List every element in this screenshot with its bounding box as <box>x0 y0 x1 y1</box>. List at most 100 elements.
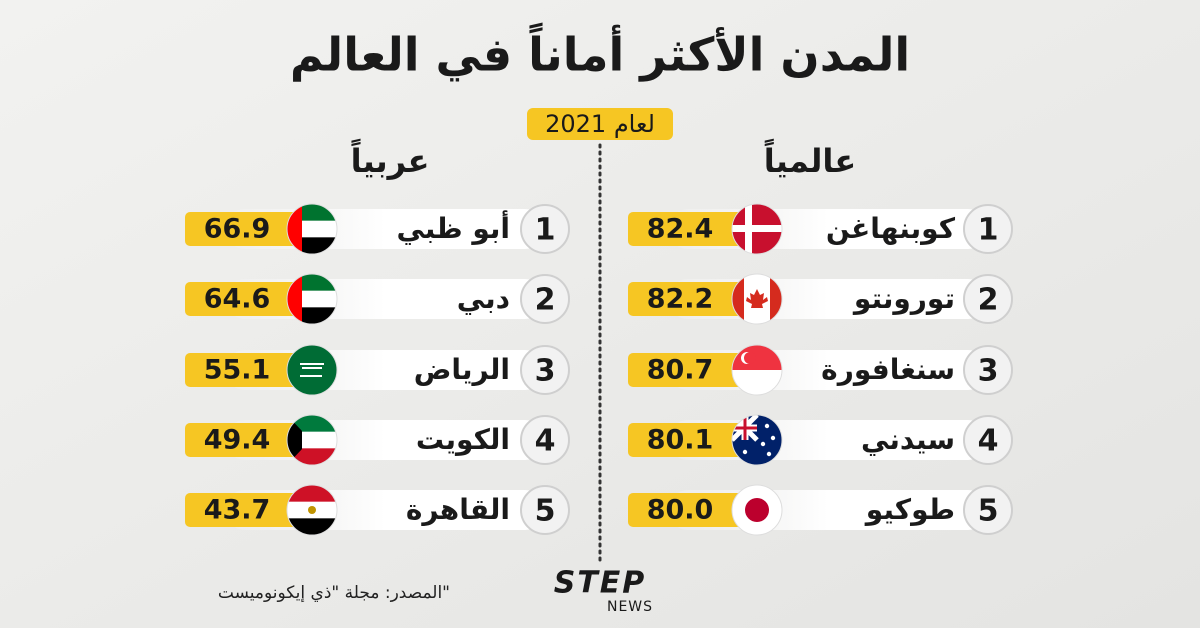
flag-band <box>287 415 337 433</box>
rank-circle <box>963 345 1013 395</box>
score-bar <box>185 493 315 527</box>
rank-circle <box>520 274 570 324</box>
row: 64.6 دبي 2 <box>185 273 570 325</box>
row: 43.7 القاهرة 5 <box>185 484 570 536</box>
rank: 3 <box>978 354 999 389</box>
rank: 5 <box>535 494 556 529</box>
rank: 1 <box>978 213 999 248</box>
score: 80.0 <box>647 495 714 526</box>
flag-band <box>746 289 768 308</box>
score: 64.6 <box>204 284 271 315</box>
flag <box>732 204 782 254</box>
rank: 4 <box>978 424 999 459</box>
score: 43.7 <box>204 495 271 526</box>
row: 55.1 الرياض 3 <box>185 344 570 396</box>
flag-band <box>742 449 748 455</box>
score: 80.7 <box>647 355 714 386</box>
rank-circle <box>963 485 1013 535</box>
flag-ring <box>286 203 338 255</box>
score: 66.9 <box>204 214 271 245</box>
flag-band <box>732 415 757 440</box>
rank-circle <box>520 415 570 465</box>
score-bar <box>185 423 315 457</box>
flag-band <box>764 423 770 429</box>
city: سيدني <box>861 423 955 456</box>
rank: 1 <box>535 213 556 248</box>
flag-ring <box>731 344 783 396</box>
section-heading: عربياً <box>351 138 430 180</box>
flag-band <box>287 518 337 535</box>
flag <box>732 485 782 535</box>
row: 82.2 تورونتو 2 <box>628 273 1013 325</box>
score-bar <box>185 212 315 246</box>
logo: STEP <box>554 566 647 601</box>
row: 80.1 سيدني 4 <box>628 414 1013 466</box>
row: 82.4 كوبنهاغن 1 <box>628 203 1013 255</box>
flag <box>287 345 337 395</box>
flag-band <box>766 451 772 457</box>
row: 80.0 طوكيو 5 <box>628 484 1013 536</box>
score: 80.1 <box>647 425 714 456</box>
score: 49.4 <box>204 425 271 456</box>
rank: 2 <box>535 283 556 318</box>
flag-ring <box>286 344 338 396</box>
source: المصدر: مجلة "ذي إيكونوميست" <box>218 583 450 603</box>
rank-circle <box>963 204 1013 254</box>
flag-band <box>744 352 756 364</box>
flag-band <box>745 498 769 522</box>
flag-ring <box>731 203 783 255</box>
flag-band <box>287 345 337 395</box>
score-bar <box>628 423 758 457</box>
rank: 4 <box>535 424 556 459</box>
score-bar <box>628 353 758 387</box>
row: 66.9 أبو ظبي 1 <box>185 203 570 255</box>
score-bar <box>628 282 758 316</box>
rank-circle <box>520 204 570 254</box>
flag-band <box>287 448 337 465</box>
score-bar <box>628 212 758 246</box>
flag-band <box>770 435 776 441</box>
section-heading: عالمياً <box>764 138 856 180</box>
flag-band <box>287 485 337 503</box>
rank-circle <box>520 485 570 535</box>
row: 80.7 سنغافورة 3 <box>628 344 1013 396</box>
city: أبو ظبي <box>396 210 510 245</box>
year-badge <box>527 108 673 140</box>
title: المدن الأكثر أماناً في العالم <box>290 22 910 81</box>
flag-band <box>308 506 316 514</box>
rank-circle <box>520 345 570 395</box>
score: 82.2 <box>647 284 714 315</box>
logo-sub: NEWS <box>607 599 653 615</box>
city: سنغافورة <box>821 353 955 386</box>
rank-circle <box>963 274 1013 324</box>
flag-ring <box>731 484 783 536</box>
score: 55.1 <box>204 355 271 386</box>
rank: 2 <box>978 283 999 318</box>
flag-band <box>732 225 782 232</box>
city: تورونتو <box>852 282 955 315</box>
flag-band <box>760 441 766 447</box>
flag-ring <box>731 414 783 466</box>
rank-circle <box>963 415 1013 465</box>
city: الكويت <box>416 423 510 456</box>
rank: 5 <box>978 494 999 529</box>
city: دبي <box>457 282 510 315</box>
city: كوبنهاغن <box>826 212 956 245</box>
score-bar <box>185 282 315 316</box>
city: الرياض <box>414 353 510 386</box>
score: 82.4 <box>647 214 714 245</box>
score-bar <box>185 353 315 387</box>
flag-ring <box>731 273 783 325</box>
row: 49.4 الكويت 4 <box>185 414 570 466</box>
flag-ring <box>286 484 338 536</box>
flag <box>732 415 782 465</box>
flag-band <box>300 363 324 377</box>
flag-ring <box>286 414 338 466</box>
city: طوكيو <box>864 493 955 526</box>
flag <box>287 274 337 324</box>
rank: 3 <box>535 354 556 389</box>
flag-ring <box>286 273 338 325</box>
city: القاهرة <box>406 493 510 526</box>
